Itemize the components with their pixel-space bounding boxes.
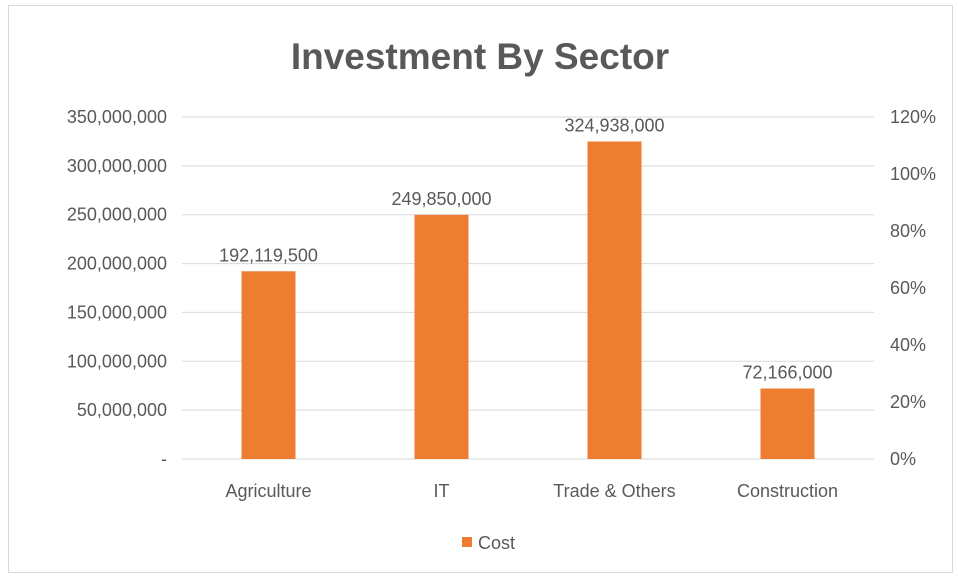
y-right-tick-label: 120%: [890, 107, 936, 127]
legend: Cost: [462, 533, 515, 553]
x-axis-ticks: Agriculture IT Trade & Others Construction: [225, 481, 838, 501]
bars: [241, 141, 815, 460]
y-left-tick-label: 50,000,000: [77, 400, 167, 420]
y-right-tick-label: 40%: [890, 335, 926, 355]
x-tick-label: Trade & Others: [553, 481, 675, 501]
data-label: 192,119,500: [219, 245, 318, 265]
x-tick-label: Agriculture: [225, 481, 311, 501]
data-label: 72,166,000: [742, 362, 832, 382]
legend-swatch-cost: [462, 537, 472, 547]
chart-frame: [8, 5, 953, 573]
y-left-tick-label: 350,000,000: [67, 107, 167, 127]
x-tick-label: IT: [434, 481, 450, 501]
data-label: 324,938,000: [564, 115, 664, 135]
chart-title: Investment By Sector: [291, 36, 669, 77]
y-left-tick-label: 300,000,000: [67, 156, 167, 176]
legend-label-cost: Cost: [478, 533, 515, 553]
y-right-tick-label: 100%: [890, 164, 936, 184]
y-right-tick-label: 80%: [890, 221, 926, 241]
y-right-tick-label: 0%: [890, 449, 916, 469]
y-right-tick-label: 20%: [890, 392, 926, 412]
bar-it: [414, 214, 469, 459]
y-axis-left-ticks: - 50,000,000 100,000,000 150,000,000 200,000…: [67, 107, 167, 469]
y-axis-right-ticks: 0% 20% 40% 60% 80% 100% 120%: [890, 107, 936, 469]
y-right-tick-label: 60%: [890, 278, 926, 298]
bar-agriculture: [241, 271, 296, 459]
data-label: 249,850,000: [391, 189, 491, 209]
y-left-tick-label: 200,000,000: [67, 254, 167, 274]
bar-construction: [760, 388, 815, 459]
y-left-tick-label: 250,000,000: [67, 205, 167, 225]
gridlines: [182, 116, 874, 411]
data-labels: 192,119,500 249,850,000 324,938,000 72,166,…: [219, 115, 832, 382]
bar-trade-others: [587, 141, 642, 460]
y-left-tick-label: -: [161, 449, 167, 469]
x-tick-label: Construction: [737, 481, 838, 501]
y-left-tick-label: 150,000,000: [67, 302, 167, 322]
y-left-tick-label: 100,000,000: [67, 351, 167, 371]
